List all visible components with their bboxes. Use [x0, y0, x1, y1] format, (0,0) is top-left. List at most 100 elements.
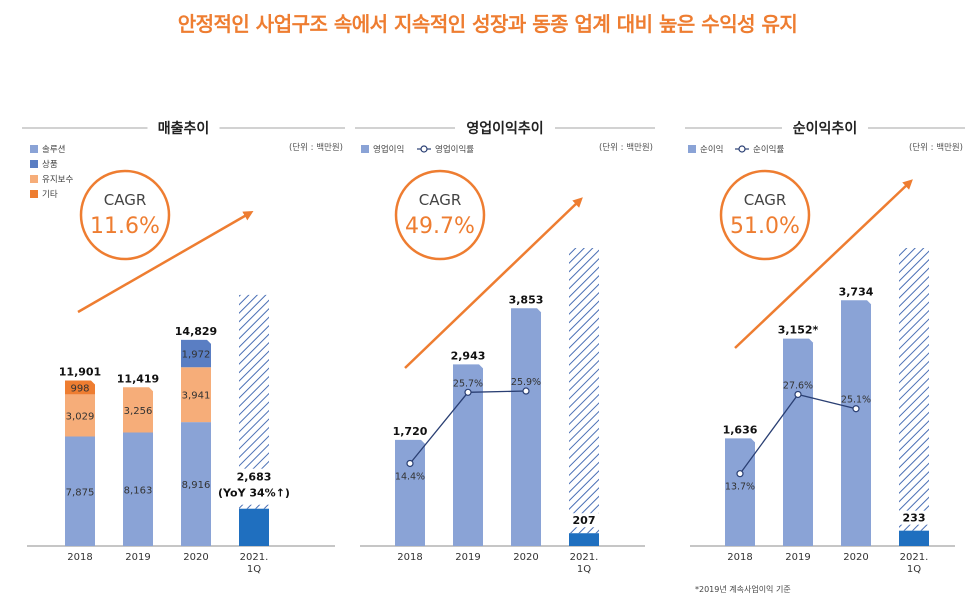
- legend-label: 영업이익: [373, 144, 404, 155]
- rate-marker: [522, 387, 530, 395]
- bar-segment: [181, 339, 211, 368]
- bar-segment: [65, 394, 95, 437]
- x-tick-label: 2018: [67, 552, 92, 563]
- legend-swatch: [361, 145, 369, 153]
- rate-label: 14.4%: [395, 471, 425, 482]
- x-tick-label: 1Q: [577, 564, 591, 575]
- bar-value-label: 8,163: [124, 485, 153, 496]
- cagr-value: 51.0%: [730, 214, 800, 239]
- q1-hatched-bar: [899, 248, 929, 531]
- legend-swatch: [30, 145, 38, 153]
- x-tick-label: 2021.: [240, 552, 269, 563]
- q1-yoy-label: (YoY 34%↑): [218, 487, 290, 500]
- bar-value-label: 8,916: [182, 480, 211, 491]
- bar-value-label: 3,152*: [778, 324, 819, 337]
- bar-value-label: 3,256: [124, 406, 153, 417]
- bar-total-label: 11,901: [59, 366, 101, 379]
- growth-arrow: [404, 197, 583, 369]
- q1-bar: [569, 533, 599, 546]
- bar: [453, 364, 483, 546]
- rate-marker: [736, 470, 744, 478]
- legend-marker: [420, 145, 428, 153]
- x-tick-label: 1Q: [247, 564, 261, 575]
- x-tick-label: 2019: [125, 552, 150, 563]
- bar: [395, 439, 425, 546]
- bar: [841, 300, 871, 546]
- cagr-value: 11.6%: [90, 214, 160, 239]
- bar-segment: [181, 422, 211, 546]
- legend-swatch: [30, 160, 38, 168]
- bar: [783, 338, 813, 546]
- bar-value-label: 2,943: [451, 349, 486, 362]
- x-tick-label: 2021.: [900, 552, 929, 563]
- page-headline: 안정적인 사업구조 속에서 지속적인 성장과 동종 업계 대비 높은 수익성 유…: [177, 12, 798, 36]
- legend-marker: [738, 145, 746, 153]
- bar-total-label: 11,419: [117, 372, 159, 385]
- legend-swatch: [30, 175, 38, 183]
- x-tick-label: 2020: [843, 552, 868, 563]
- legend-label: 유지보수: [42, 175, 73, 185]
- chart-title-3: 순이익추이: [793, 120, 857, 137]
- bar-value-label: 998: [70, 383, 89, 394]
- bar-total-label: 14,829: [175, 325, 217, 338]
- cagr-label: CAGR: [744, 191, 787, 209]
- x-tick-label: 2019: [785, 552, 810, 563]
- bar-value-label: 3,941: [182, 391, 211, 402]
- q1-label-bg: [565, 513, 603, 528]
- bar-value-label: 3,734: [839, 285, 874, 298]
- legend-label: 영업이익률: [435, 144, 474, 155]
- legend-swatch: [688, 145, 696, 153]
- q1-bar: [899, 530, 929, 546]
- bar-value-label: 3,029: [66, 411, 95, 422]
- q1-label-bg: [895, 510, 933, 525]
- rate-marker: [794, 390, 802, 399]
- q1-hatched-bar: [569, 248, 599, 534]
- x-tick-label: 2018: [397, 552, 422, 563]
- rate-label: 27.6%: [783, 380, 813, 391]
- cagr-circle: [394, 169, 486, 261]
- q1-bar: [239, 508, 269, 546]
- rate-label: 25.9%: [511, 377, 541, 388]
- legend-label: 상품: [42, 159, 58, 170]
- bar: [511, 308, 541, 546]
- chart-title-1: 매출추이: [158, 120, 210, 137]
- growth-arrow: [77, 211, 254, 314]
- cagr-label: CAGR: [104, 191, 147, 209]
- legend-label: 솔루션: [42, 144, 65, 155]
- unit-label: (단위 : 백만원): [909, 142, 963, 153]
- q1-label-bg: [233, 468, 275, 505]
- rate-label: 25.7%: [453, 378, 483, 389]
- x-tick-label: 2020: [513, 552, 538, 563]
- x-tick-label: 2019: [455, 552, 480, 563]
- legend-label: 기타: [42, 190, 58, 200]
- bar-value-label: 1,972: [182, 350, 211, 361]
- bar-value-label: 3,853: [509, 293, 544, 306]
- bar: [725, 438, 755, 546]
- growth-arrow: [734, 179, 913, 349]
- bar-segment: [65, 380, 95, 395]
- chart-title-2: 영업이익추이: [466, 120, 543, 137]
- q1-value-label: 233: [903, 512, 926, 525]
- cagr-circle: [719, 169, 811, 261]
- bar-segment: [65, 436, 95, 546]
- legend-label: 순이익: [700, 144, 723, 155]
- cagr-value: 49.7%: [405, 214, 475, 239]
- unit-label: (단위 : 백만원): [599, 142, 653, 153]
- cagr-label: CAGR: [419, 191, 462, 209]
- bar-value-label: 1,636: [723, 423, 758, 436]
- rate-label: 13.7%: [725, 482, 755, 493]
- q1-value-label: 207: [573, 514, 596, 527]
- x-tick-label: 1Q: [907, 564, 921, 575]
- unit-label: (단위 : 백만원): [289, 142, 343, 153]
- rate-marker: [464, 388, 472, 396]
- bar-value-label: 1,720: [393, 425, 428, 438]
- x-tick-label: 2021.: [570, 552, 599, 563]
- legend-swatch: [30, 190, 38, 198]
- rate-label: 25.1%: [841, 395, 871, 406]
- footnote: *2019년 계속사업이익 기준: [695, 584, 791, 594]
- rate-marker: [852, 405, 860, 413]
- x-tick-label: 2020: [183, 552, 208, 563]
- bar-segment: [123, 432, 153, 546]
- bar-segment: [123, 387, 153, 433]
